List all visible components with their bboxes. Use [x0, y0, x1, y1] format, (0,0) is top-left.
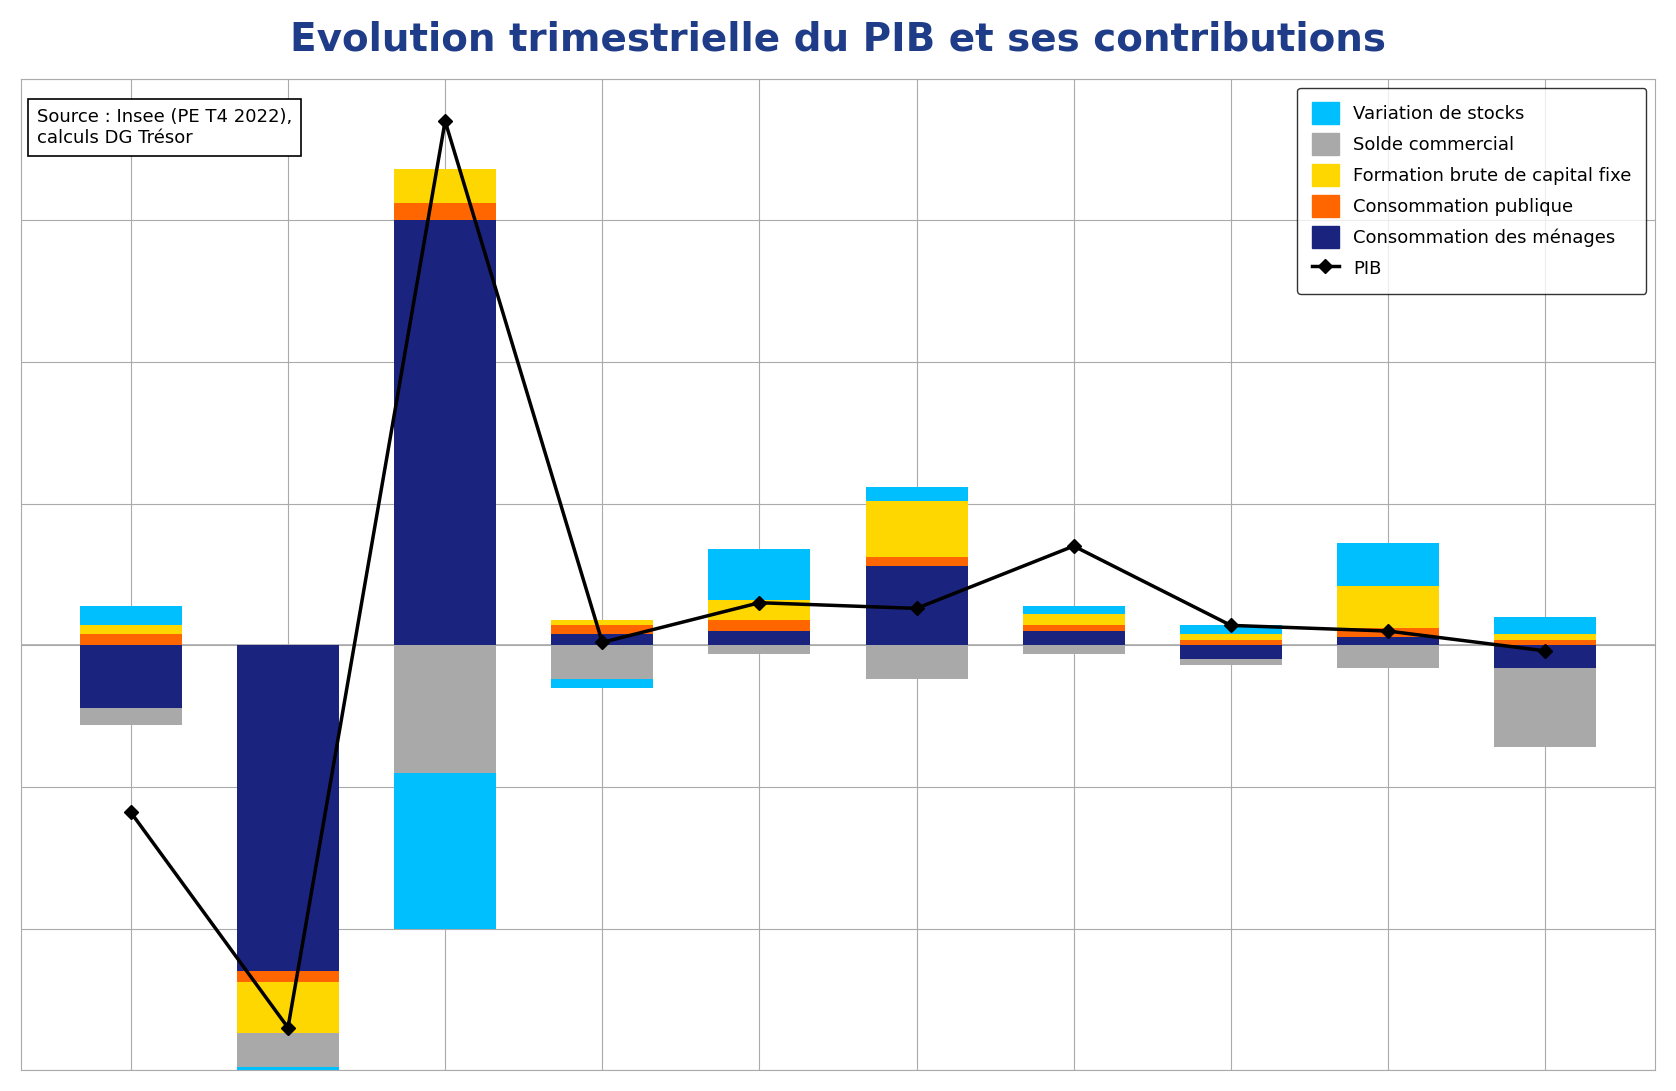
PIB: [1535, 645, 1555, 658]
Bar: [709, 645, 811, 654]
PIB: [1064, 540, 1084, 553]
Bar: [551, 645, 654, 680]
Bar: [865, 566, 967, 645]
PIB: [592, 636, 612, 649]
Bar: [709, 549, 811, 600]
Bar: [1337, 645, 1440, 668]
PIB: [749, 596, 769, 609]
Bar: [394, 772, 496, 928]
PIB: [436, 115, 456, 128]
Bar: [1180, 645, 1282, 659]
Bar: [709, 620, 811, 631]
Bar: [865, 501, 967, 558]
Bar: [551, 625, 654, 634]
Bar: [1022, 625, 1125, 631]
Bar: [1337, 628, 1440, 637]
Title: Evolution trimestrielle du PIB et ses contributions: Evolution trimestrielle du PIB et ses co…: [290, 21, 1386, 59]
Bar: [709, 600, 811, 620]
Bar: [865, 487, 967, 501]
PIB: [1378, 624, 1398, 637]
Bar: [1493, 616, 1596, 634]
Bar: [236, 1067, 339, 1091]
Bar: [1493, 645, 1596, 668]
Bar: [394, 645, 496, 772]
PIB: [1220, 619, 1240, 632]
Bar: [1493, 639, 1596, 645]
Bar: [1180, 625, 1282, 634]
Bar: [709, 631, 811, 645]
Bar: [1022, 614, 1125, 625]
Bar: [80, 645, 183, 708]
Bar: [236, 982, 339, 1033]
Bar: [394, 169, 496, 203]
Bar: [1337, 543, 1440, 586]
Bar: [394, 220, 496, 645]
Bar: [236, 645, 339, 971]
Bar: [1180, 639, 1282, 645]
Bar: [865, 645, 967, 680]
Legend: Variation de stocks, Solde commercial, Formation brute de capital fixe, Consomma: Variation de stocks, Solde commercial, F…: [1297, 87, 1646, 293]
Bar: [1180, 634, 1282, 639]
Bar: [1337, 637, 1440, 645]
Bar: [1337, 586, 1440, 628]
Bar: [551, 680, 654, 687]
Bar: [236, 971, 339, 982]
Bar: [551, 634, 654, 645]
Bar: [1022, 631, 1125, 645]
Bar: [80, 634, 183, 645]
PIB: [121, 806, 141, 819]
Bar: [236, 1033, 339, 1067]
Line: PIB: PIB: [126, 117, 1550, 1032]
Bar: [1493, 668, 1596, 747]
Bar: [1493, 634, 1596, 639]
Bar: [80, 606, 183, 625]
Bar: [80, 625, 183, 634]
Bar: [865, 558, 967, 566]
Bar: [551, 620, 654, 625]
PIB: [278, 1021, 298, 1034]
Bar: [80, 708, 183, 724]
PIB: [907, 602, 927, 615]
Bar: [1180, 659, 1282, 666]
Bar: [1022, 645, 1125, 654]
Bar: [394, 203, 496, 220]
Bar: [1022, 606, 1125, 614]
Text: Source : Insee (PE T4 2022),
calculs DG Trésor: Source : Insee (PE T4 2022), calculs DG …: [37, 108, 292, 147]
